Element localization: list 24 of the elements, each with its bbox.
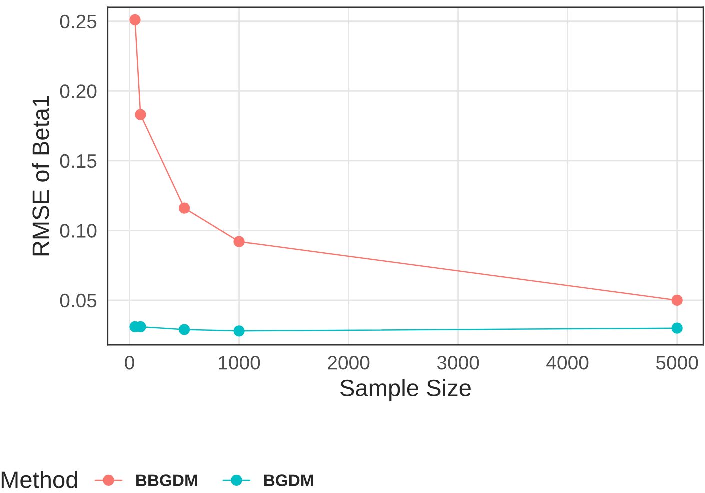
y-tick-label: 0.25 [60, 14, 97, 29]
legend-label: BGDM [264, 474, 314, 486]
y-tick-label: 0.10 [60, 224, 97, 238]
point [234, 236, 245, 248]
x-tick-label: 4000 [546, 356, 589, 370]
y-tick-label: 0.15 [60, 154, 97, 168]
point [672, 322, 683, 334]
point [178, 324, 190, 336]
y-tick-label: 0.20 [60, 84, 97, 98]
point [672, 294, 683, 306]
x-tick-label: 1000 [219, 356, 260, 370]
point [130, 14, 141, 26]
legend-label: BBGDM [136, 474, 198, 486]
point [135, 109, 146, 120]
x-tick-label: 2000 [328, 356, 370, 370]
x-tick-label: 0 [125, 356, 134, 370]
y-tick-label: 0.05 [60, 294, 97, 308]
x-tick-label: 5000 [656, 356, 698, 370]
point [178, 202, 190, 214]
x-axis-title: Sample Size [340, 379, 471, 402]
x-tick-label: 3000 [437, 356, 480, 370]
y-axis-title: RMSE of Beta1 [32, 96, 50, 256]
legend-title: Method [2, 470, 78, 488]
point [234, 326, 245, 337]
